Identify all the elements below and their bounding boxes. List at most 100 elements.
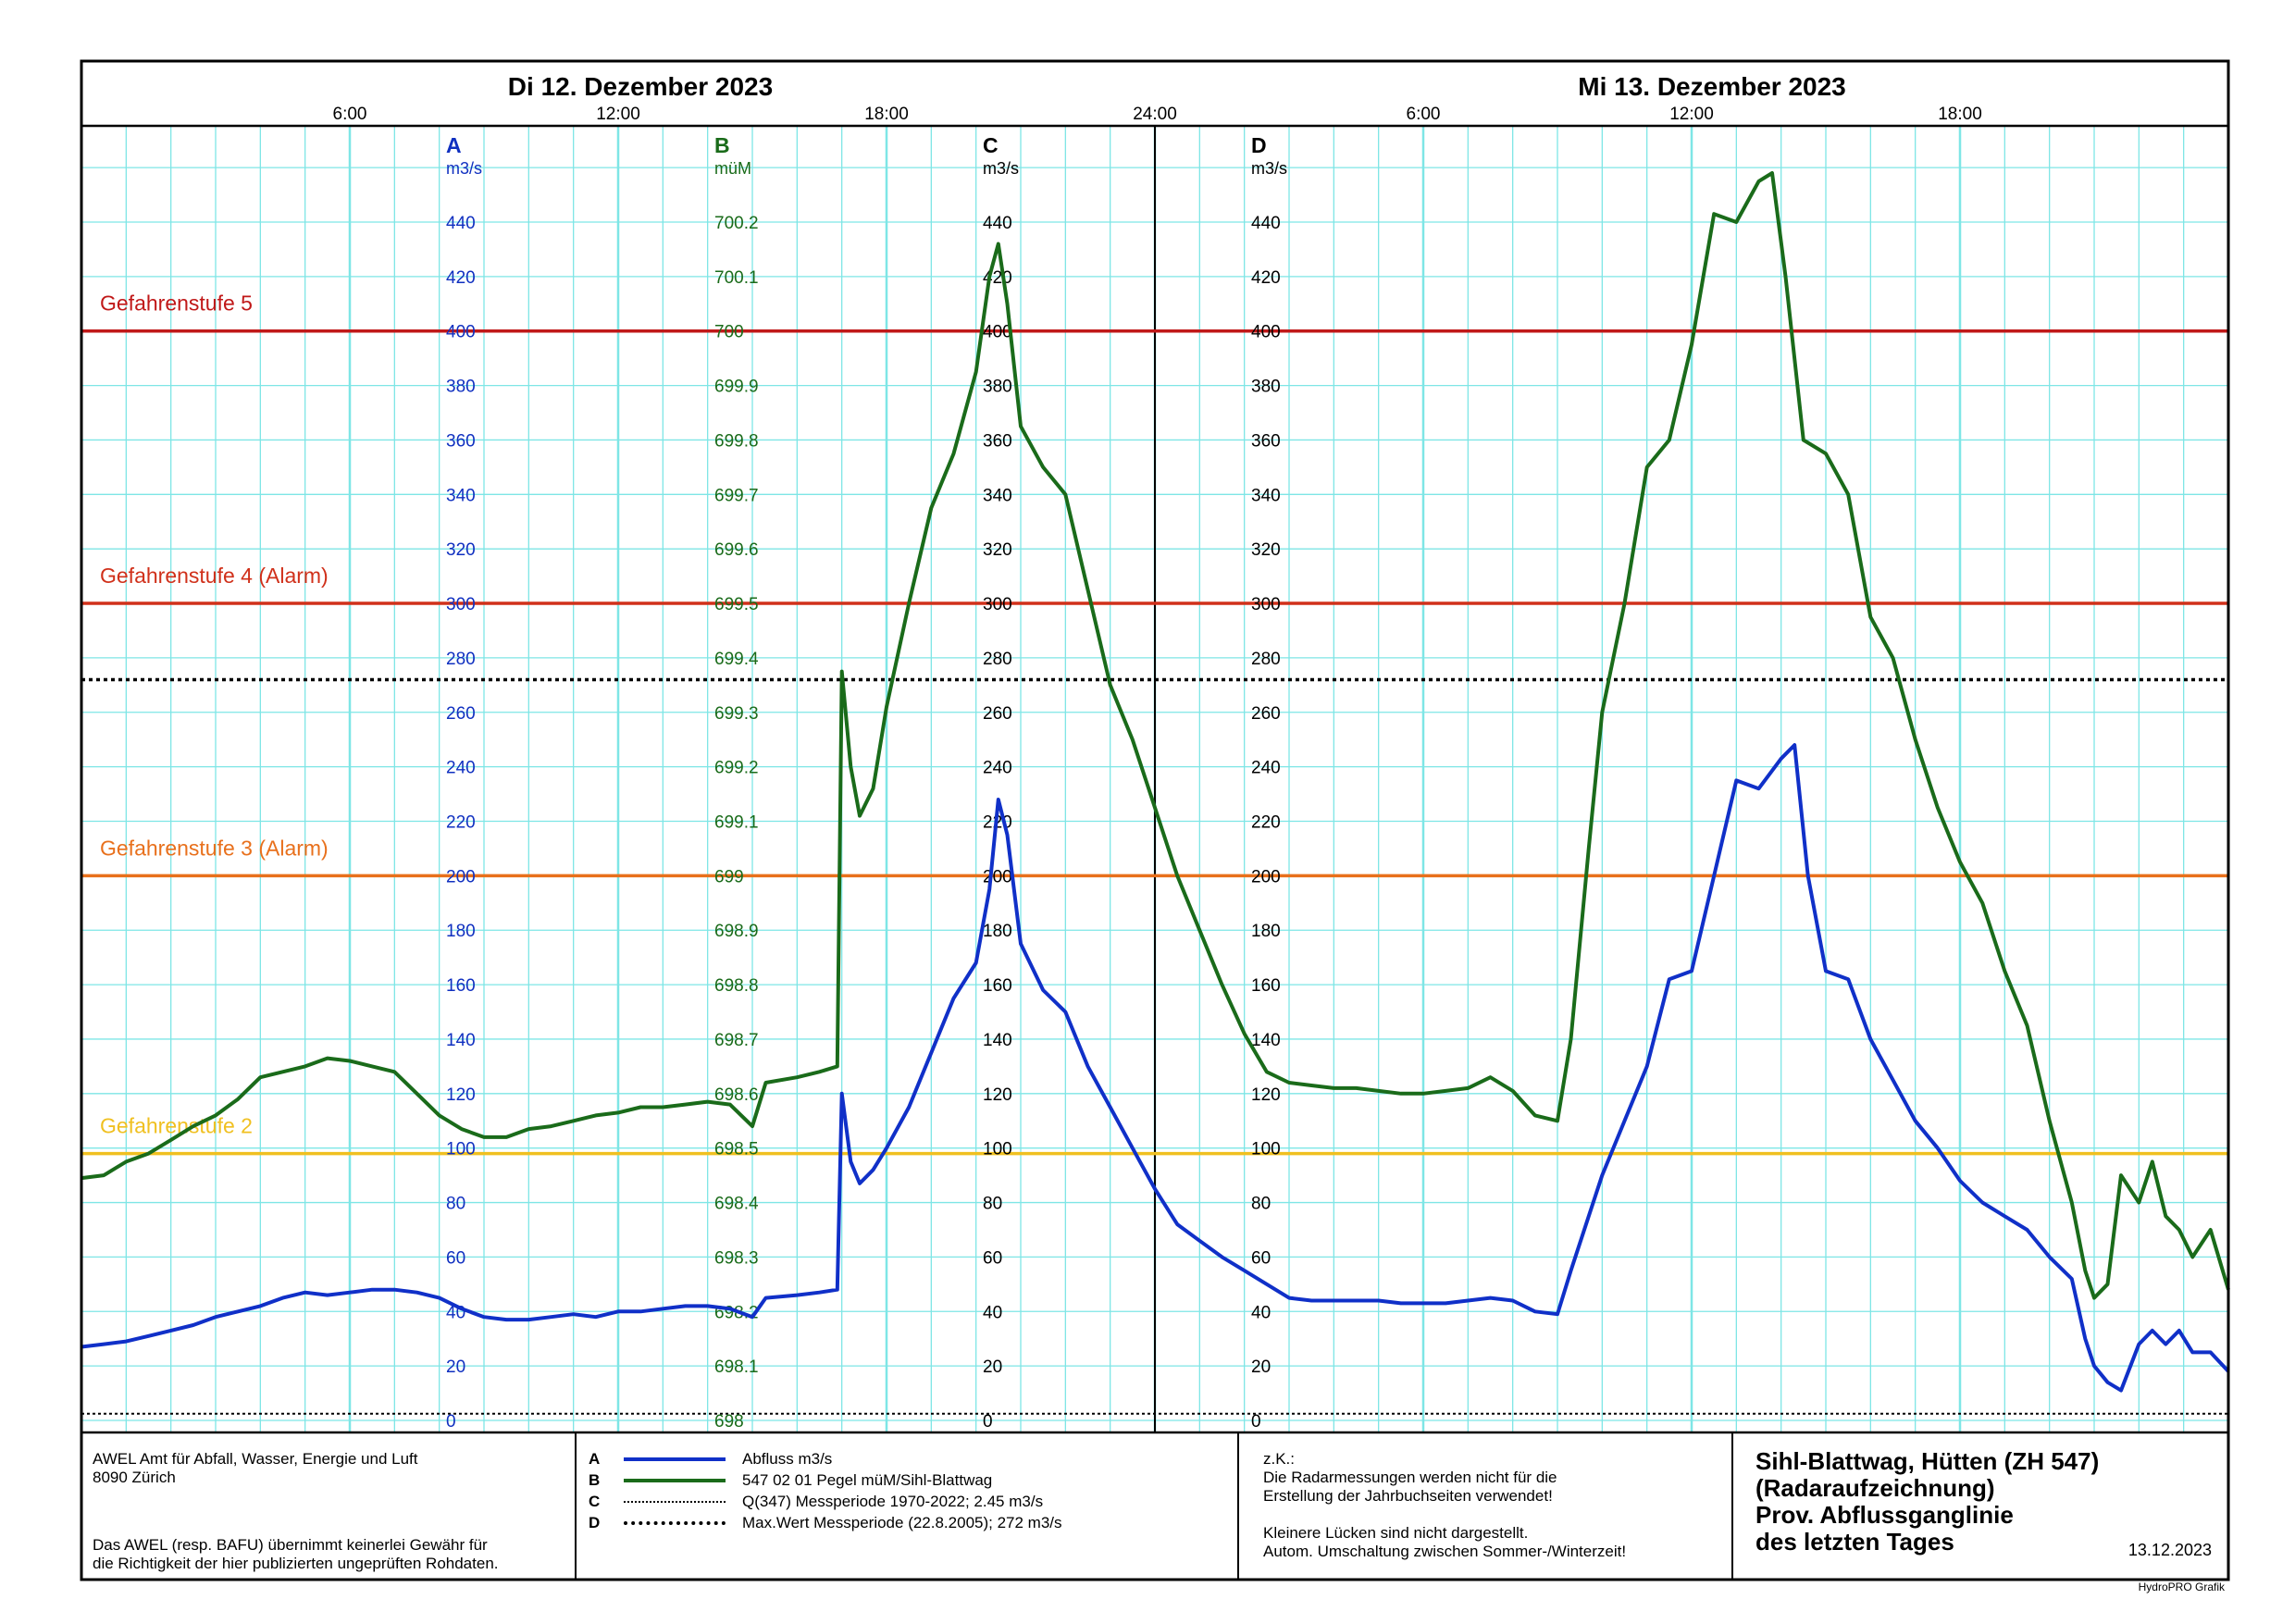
disclaimer-line2: die Richtigkeit der hier publizierten un… [93,1555,499,1572]
org-line1: AWEL Amt für Abfall, Wasser, Energie und… [93,1450,418,1468]
threshold-label: Gefahrenstufe 3 (Alarm) [100,836,329,860]
axis-tick-label: 698.1 [714,1357,759,1377]
note-line: z.K.: [1263,1450,1296,1468]
axis-tick-label: 300 [446,595,476,614]
outer-frame [80,59,2230,1581]
axis-tick-label: 260 [983,704,1012,724]
axis-tick-label: 700.2 [714,214,759,233]
frame [80,59,2230,1581]
series-pegel [81,171,2230,1300]
axis-unit: m3/s [446,159,482,178]
axis-tick-label: 100 [1251,1140,1281,1159]
org-panel: AWEL Amt für Abfall, Wasser, Energie und… [93,1450,564,1487]
time-label: 6:00 [1407,105,1441,124]
axis-tick-label: 280 [1251,650,1281,669]
axis-tick-label: 20 [1251,1357,1271,1377]
axis-tick-label: 220 [446,813,476,833]
axis-tick-label: 220 [1251,813,1281,833]
axis-tick-label: 420 [1251,268,1281,288]
legend-key: D [589,1513,601,1531]
legend-swatch-dotted-thin [624,1500,726,1503]
axis-tick-label: 320 [983,540,1012,560]
axis-tick-label: 340 [446,486,476,505]
axis-tick-label: 698 [714,1412,744,1432]
axis-tick-label: 440 [1251,214,1281,233]
axis-tick-label: 80 [983,1195,1002,1214]
axis-tick-label: 160 [1251,976,1281,996]
axis-tick-label: 20 [983,1357,1002,1377]
legend-label: Q(347) Messperiode 1970-2022; 2.45 m3/s [742,1492,1044,1510]
legend-swatch-blue [624,1457,726,1461]
axis-tick-label: 20 [446,1357,465,1377]
station-title: Sihl-Blattwag, Hütten (ZH 547) [1755,1447,2100,1475]
axis-tick-label: 100 [983,1140,1012,1159]
axis-tick-label: 698.9 [714,922,759,941]
axis-tick-label: 320 [1251,540,1281,560]
axis-tick-label: 0 [983,1412,993,1432]
grid [80,126,2230,1432]
axis-tick-label: 200 [983,867,1012,886]
axis-letter: B [714,133,730,157]
axis-tick-label: 160 [446,976,476,996]
legend-swatch-green [624,1478,726,1482]
legend-panel: A Abfluss m3/s B 547 02 01 Pegel müM/Sih… [589,1448,1218,1533]
axis-tick-label: 380 [1251,378,1281,397]
axis-tick-label: 698.3 [714,1248,759,1268]
note-panel: z.K.: Die Radarmessungen werden nicht fü… [1263,1450,1726,1561]
legend-swatch-dotted-thick [624,1520,726,1525]
axis-tick-label: 60 [1251,1248,1271,1268]
legend-key: B [589,1470,601,1489]
axis-tick-label: 380 [983,378,1012,397]
axis-tick-label: 240 [983,759,1012,778]
legend-label: Abfluss m3/s [742,1449,833,1468]
series-lines [81,171,2230,1393]
axis-tick-label: 699.9 [714,378,759,397]
org-line2: 8090 Zürich [93,1469,176,1486]
axis-tick-label: 360 [1251,431,1281,451]
axis-tick-label: 698.7 [714,1031,759,1050]
axis-tick-label: 698.5 [714,1140,759,1159]
axis-tick-label: 699.8 [714,431,759,451]
axis-tick-label: 698.4 [714,1195,759,1214]
threshold-label: Gefahrenstufe 2 [100,1114,253,1138]
axis-tick-label: 699 [714,867,744,886]
axis-tick-label: 120 [983,1085,1012,1105]
axis-tick-label: 60 [446,1248,465,1268]
axis-unit: müM [714,159,751,178]
legend-key: A [589,1449,601,1468]
axis-tick-label: 699.4 [714,650,759,669]
legend-item-d: D Max.Wert Messperiode (22.8.2005); 272 … [589,1512,1218,1533]
axis-tick-label: 440 [446,214,476,233]
axis-tick-label: 280 [446,650,476,669]
axis-tick-label: 698.8 [714,976,759,996]
threshold-label: Gefahrenstufe 5 [100,291,253,316]
report-date: 13.12.2023 [2128,1541,2212,1559]
axis-tick-label: 140 [983,1031,1012,1050]
axis-tick-label: 180 [983,922,1012,941]
time-label: 18:00 [1938,105,1982,124]
axis-tick-label: 400 [446,323,476,342]
axis-tick-label: 0 [1251,1412,1261,1432]
axis-tick-label: 140 [446,1031,476,1050]
axis-tick-label: 300 [1251,595,1281,614]
axis-tick-label: 260 [1251,704,1281,724]
legend-item-b: B 547 02 01 Pegel müM/Sihl-Blattwag [589,1469,1218,1491]
axis-tick-label: 180 [446,922,476,941]
disclaimer-panel: Das AWEL (resp. BAFU) übernimmt keinerle… [93,1536,564,1573]
legend-label: Max.Wert Messperiode (22.8.2005); 272 m3… [742,1513,1062,1531]
axis-tick-label: 80 [446,1195,465,1214]
axis-tick-label: 360 [446,431,476,451]
time-label: 6:00 [333,105,367,124]
legend-item-a: A Abfluss m3/s [589,1448,1218,1469]
credit-label: HydroPRO Grafik [2138,1581,2225,1593]
day2-header: Mi 13. Dezember 2023 [1578,72,1846,101]
axis-tick-label: 400 [983,323,1012,342]
axis-tick-label: 699.5 [714,595,759,614]
axis-tick-label: 120 [1251,1085,1281,1105]
axis-tick-label: 340 [983,486,1012,505]
axis-tick-label: 260 [446,704,476,724]
axis-tick-label: 699.1 [714,813,759,833]
axis-tick-label: 699.7 [714,486,759,505]
note-line: Kleinere Lücken sind nicht dargestellt. [1263,1524,1529,1542]
